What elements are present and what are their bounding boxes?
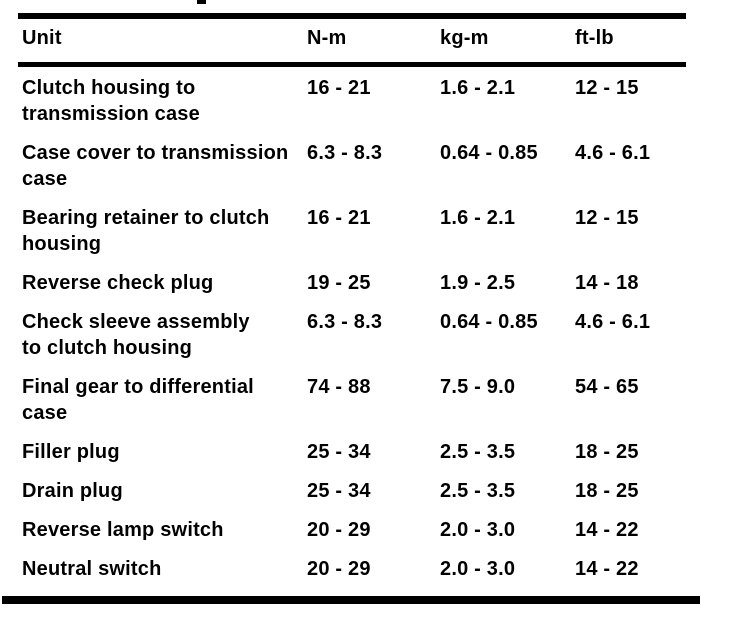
unit-cell: Drain plug xyxy=(22,478,307,504)
table-row: Check sleeve assembly to clutch housing 6.… xyxy=(22,309,736,361)
torque-nm-cell: 6.3 - 8.3 xyxy=(307,142,383,164)
table-row: Case cover to transmission case 6.3 - 8.3 0… xyxy=(22,140,736,192)
table-row: Bearing retainer to clutch housing 16 - 21… xyxy=(22,205,736,257)
unit-line: Drain plug xyxy=(22,480,123,502)
column-header-nm: N-m xyxy=(307,27,347,49)
unit-line: Neutral switch xyxy=(22,558,162,580)
unit-line: Reverse check plug xyxy=(22,272,214,294)
torque-ftlb-cell: 4.6 - 6.1 xyxy=(575,142,651,164)
unit-line: Final gear to differential xyxy=(22,376,254,398)
unit-line: to clutch housing xyxy=(22,337,193,359)
torque-ftlb-cell: 54 - 65 xyxy=(575,376,639,398)
table-header-row: Unit N-m kg-m ft-lb xyxy=(22,25,736,52)
unit-cell: Filler plug xyxy=(22,439,307,465)
torque-kgm-cell: 2.5 - 3.5 xyxy=(440,480,516,502)
table-row: Drain plug 25 - 34 2.5 - 3.5 18 - 25 xyxy=(22,478,736,504)
table-top-rule xyxy=(18,13,686,19)
torque-kgm-cell: 0.64 - 0.85 xyxy=(440,311,538,333)
unit-line: case xyxy=(22,168,68,190)
unit-cell: Case cover to transmission case xyxy=(22,140,307,192)
unit-cell: Reverse check plug xyxy=(22,270,307,296)
table-row: Reverse check plug 19 - 25 1.9 - 2.5 14 - 1… xyxy=(22,270,736,296)
unit-cell: Neutral switch xyxy=(22,556,307,582)
torque-kgm-cell: 2.5 - 3.5 xyxy=(440,441,516,463)
torque-nm-cell: 25 - 34 xyxy=(307,480,371,502)
torque-ftlb-cell: 14 - 22 xyxy=(575,519,639,541)
table-row: Reverse lamp switch 20 - 29 2.0 - 3.0 14 - … xyxy=(22,517,736,543)
torque-kgm-cell: 7.5 - 9.0 xyxy=(440,376,516,398)
table-row: Final gear to differential case 74 - 88 7.5… xyxy=(22,374,736,426)
unit-line: Case cover to transmission xyxy=(22,142,289,164)
unit-cell: Clutch housing to transmission case xyxy=(22,75,307,127)
torque-nm-cell: 16 - 21 xyxy=(307,207,371,229)
torque-ftlb-cell: 14 - 22 xyxy=(575,558,639,580)
unit-line: case xyxy=(22,402,68,424)
table-body: Clutch housing to transmission case 16 - 2… xyxy=(22,75,736,595)
unit-line: housing xyxy=(22,233,102,255)
unit-cell: Final gear to differential case xyxy=(22,374,307,426)
torque-ftlb-cell: 12 - 15 xyxy=(575,77,639,99)
unit-line: Bearing retainer to clutch xyxy=(22,207,270,229)
unit-cell: Bearing retainer to clutch housing xyxy=(22,205,307,257)
torque-kgm-cell: 1.9 - 2.5 xyxy=(440,272,516,294)
table-row: Neutral switch 20 - 29 2.0 - 3.0 14 - 22 xyxy=(22,556,736,582)
torque-ftlb-cell: 12 - 15 xyxy=(575,207,639,229)
torque-kgm-cell: 0.64 - 0.85 xyxy=(440,142,538,164)
torque-nm-cell: 20 - 29 xyxy=(307,558,371,580)
column-header-unit: Unit xyxy=(22,27,62,49)
torque-nm-cell: 25 - 34 xyxy=(307,441,371,463)
scan-artifact xyxy=(197,0,206,4)
column-header-kgm: kg-m xyxy=(440,27,489,49)
unit-line: Clutch housing to xyxy=(22,77,196,99)
torque-nm-cell: 19 - 25 xyxy=(307,272,371,294)
torque-nm-cell: 6.3 - 8.3 xyxy=(307,311,383,333)
torque-nm-cell: 74 - 88 xyxy=(307,376,371,398)
torque-nm-cell: 20 - 29 xyxy=(307,519,371,541)
torque-kgm-cell: 1.6 - 2.1 xyxy=(440,77,516,99)
torque-kgm-cell: 1.6 - 2.1 xyxy=(440,207,516,229)
unit-line: transmission case xyxy=(22,103,200,125)
header-separator-rule xyxy=(18,62,686,67)
table-row: Clutch housing to transmission case 16 - 2… xyxy=(22,75,736,127)
unit-cell: Check sleeve assembly to clutch housing xyxy=(22,309,307,361)
torque-kgm-cell: 2.0 - 3.0 xyxy=(440,558,516,580)
unit-line: Check sleeve assembly xyxy=(22,311,250,333)
column-header-ftlb: ft-lb xyxy=(575,27,614,49)
table-bottom-rule xyxy=(2,596,700,604)
unit-line: Filler plug xyxy=(22,441,120,463)
torque-ftlb-cell: 14 - 18 xyxy=(575,272,639,294)
torque-ftlb-cell: 18 - 25 xyxy=(575,480,639,502)
torque-kgm-cell: 2.0 - 3.0 xyxy=(440,519,516,541)
torque-ftlb-cell: 18 - 25 xyxy=(575,441,639,463)
torque-ftlb-cell: 4.6 - 6.1 xyxy=(575,311,651,333)
unit-cell: Reverse lamp switch xyxy=(22,517,307,543)
torque-nm-cell: 16 - 21 xyxy=(307,77,371,99)
unit-line: Reverse lamp switch xyxy=(22,519,224,541)
table-row: Filler plug 25 - 34 2.5 - 3.5 18 - 25 xyxy=(22,439,736,465)
